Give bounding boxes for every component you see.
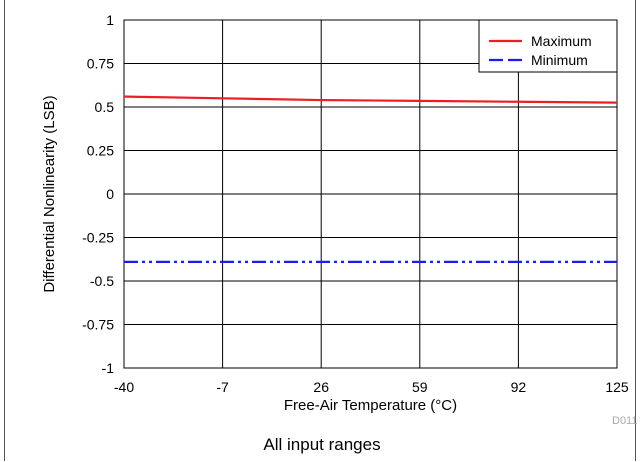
x-tick-label: -7 bbox=[216, 379, 229, 395]
legend: Maximum Minimum bbox=[478, 19, 618, 73]
y-tick-label: 1 bbox=[106, 12, 114, 28]
x-tick-labels: -40 -7 26 59 92 125 bbox=[114, 379, 629, 395]
y-tick-label: -0.25 bbox=[82, 230, 114, 246]
y-tick-labels: 1 0.75 0.5 0.25 0 -0.25 -0.5 -0.75 -1 bbox=[82, 12, 114, 376]
plot-area bbox=[123, 19, 618, 369]
figure-id: D011 bbox=[612, 415, 637, 427]
legend-box bbox=[478, 19, 618, 73]
figure-frame bbox=[4, 0, 636, 461]
x-tick-label: 125 bbox=[605, 379, 629, 395]
x-tick-label: 26 bbox=[313, 379, 329, 395]
y-axis-label: Differential Nonlinearity (LSB) bbox=[41, 95, 58, 292]
y-tick-label: 0.5 bbox=[95, 99, 115, 115]
series-layer bbox=[123, 95, 618, 263]
chart: 1 0.75 0.5 0.25 0 -0.25 -0.5 -0.75 -1 -40 -7 26 59 9… bbox=[41, 12, 637, 427]
y-tick-label: 0 bbox=[106, 186, 114, 202]
x-tick-label: -40 bbox=[114, 379, 134, 395]
y-tick-label: -0.75 bbox=[82, 317, 114, 333]
y-tick-label: 0.75 bbox=[87, 56, 114, 72]
x-tick-label: 92 bbox=[511, 379, 527, 395]
y-tick-label: -0.5 bbox=[90, 273, 114, 289]
y-tick-label: 0.25 bbox=[87, 143, 114, 159]
x-axis-label: Free-Air Temperature (°C) bbox=[284, 397, 457, 414]
x-tick-label: 59 bbox=[412, 379, 428, 395]
legend-label-minimum: Minimum bbox=[531, 52, 588, 68]
y-tick-label: -1 bbox=[102, 360, 115, 376]
legend-label-maximum: Maximum bbox=[531, 33, 592, 49]
series-line-maximum bbox=[123, 95, 618, 104]
caption: All input ranges bbox=[263, 435, 381, 454]
